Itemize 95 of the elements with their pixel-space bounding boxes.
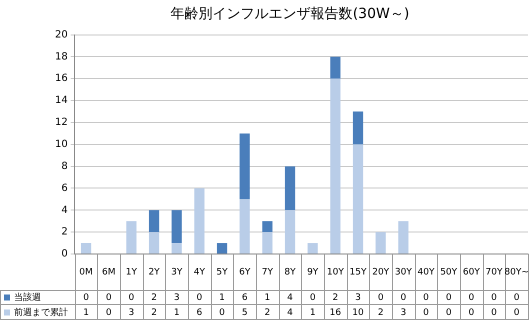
y-tick-label: 6	[61, 182, 68, 194]
data-label: 2	[332, 292, 338, 303]
x-tick-label: 4Y	[194, 267, 206, 278]
y-tick-label: 14	[54, 95, 68, 106]
data-label: 6	[196, 308, 203, 318]
bar	[172, 243, 182, 254]
bar	[284, 166, 296, 210]
data-label: 0	[423, 308, 430, 318]
bar	[376, 232, 386, 254]
data-label: 0	[446, 292, 452, 303]
bar	[308, 243, 318, 254]
bar	[240, 133, 250, 200]
data-label: 0	[446, 308, 452, 318]
x-tick-label: 7Y	[262, 267, 274, 278]
x-tick-label: 9Y	[307, 267, 319, 278]
x-tick-label: 1Y	[126, 267, 138, 278]
x-tick-label: 80Y~	[504, 267, 529, 278]
bar	[126, 221, 136, 254]
y-tick-label: 4	[61, 204, 68, 216]
data-label: 0	[219, 308, 226, 318]
x-tick-label: 50Y	[440, 267, 458, 278]
y-tick-label: 18	[54, 51, 68, 62]
data-label: 0	[106, 308, 112, 318]
x-tick-label: 6Y	[239, 267, 251, 278]
x-tick-label: 3Y	[171, 267, 183, 278]
y-tick-label: 0	[61, 248, 68, 260]
data-label: 1	[310, 308, 316, 318]
data-label: 1	[174, 308, 180, 318]
data-label: 4	[287, 308, 294, 318]
bar	[262, 232, 272, 254]
x-tick-label: 2Y	[148, 267, 160, 278]
data-label: 3	[355, 292, 361, 303]
data-label: 16	[330, 308, 342, 318]
x-tick-label: 40Y	[418, 267, 435, 278]
x-tick-label: 15Y	[350, 267, 367, 278]
bar	[148, 232, 160, 254]
x-tick-label: 6M	[102, 267, 116, 278]
data-label: 0	[310, 292, 316, 303]
data-label: 0	[491, 292, 498, 303]
x-tick-label: 60Y	[462, 267, 480, 278]
bar	[148, 210, 160, 232]
chart-title: 年齢別インフルエンザ報告数(30W～)	[170, 6, 410, 22]
data-label: 0	[378, 292, 384, 303]
y-tick-label: 10	[54, 138, 68, 150]
y-tick-label: 20	[54, 29, 68, 40]
data-label: 0	[468, 292, 474, 303]
data-label: 0	[106, 292, 112, 303]
data-label: 0	[514, 292, 520, 303]
data-label: 2	[151, 292, 157, 303]
bar	[352, 144, 364, 254]
data-label: 0	[514, 308, 520, 318]
data-label: 0	[423, 292, 430, 303]
data-label: 5	[242, 308, 248, 318]
legend-label: 当該週	[14, 292, 41, 303]
data-label: 2	[378, 308, 384, 318]
x-tick-label: 0M	[79, 267, 93, 278]
x-tick-label: 30Y	[394, 267, 412, 278]
data-label: 0	[128, 292, 135, 303]
data-label: 4	[287, 292, 294, 303]
bar	[194, 188, 204, 254]
x-tick-label: 20Y	[372, 267, 390, 278]
data-label: 2	[151, 308, 157, 318]
bar	[284, 210, 296, 254]
x-tick-label: 8Y	[284, 267, 296, 278]
y-tick-label: 16	[54, 73, 68, 84]
y-tick-label: 2	[61, 226, 68, 238]
legend-label: 前週まで累計	[14, 306, 68, 318]
data-label: 0	[196, 292, 203, 303]
data-label: 2	[264, 308, 270, 318]
data-label: 3	[174, 292, 180, 303]
data-label: 1	[83, 308, 89, 318]
bar	[352, 112, 364, 144]
data-label: 0	[491, 308, 498, 318]
data-label: 1	[264, 292, 270, 303]
y-tick-label: 8	[61, 160, 68, 172]
data-label: 3	[128, 308, 134, 318]
y-tick-label: 12	[54, 117, 68, 128]
data-label: 10	[352, 308, 364, 318]
x-tick-label: 70Y	[486, 267, 503, 278]
data-label: 0	[468, 308, 474, 318]
data-label: 1	[219, 292, 225, 303]
bar	[330, 56, 340, 79]
data-label: 0	[83, 292, 90, 303]
x-tick-label: 5Y	[216, 267, 228, 278]
data-label: 3	[400, 308, 406, 318]
bar	[398, 221, 408, 254]
data-label: 6	[242, 292, 248, 303]
bar	[330, 78, 340, 254]
bar	[172, 210, 182, 244]
bar	[240, 199, 250, 254]
bar	[216, 243, 228, 254]
bar	[80, 243, 92, 254]
data-label: 0	[400, 292, 406, 303]
x-tick-label: 10Y	[326, 267, 344, 278]
bar	[262, 221, 272, 232]
